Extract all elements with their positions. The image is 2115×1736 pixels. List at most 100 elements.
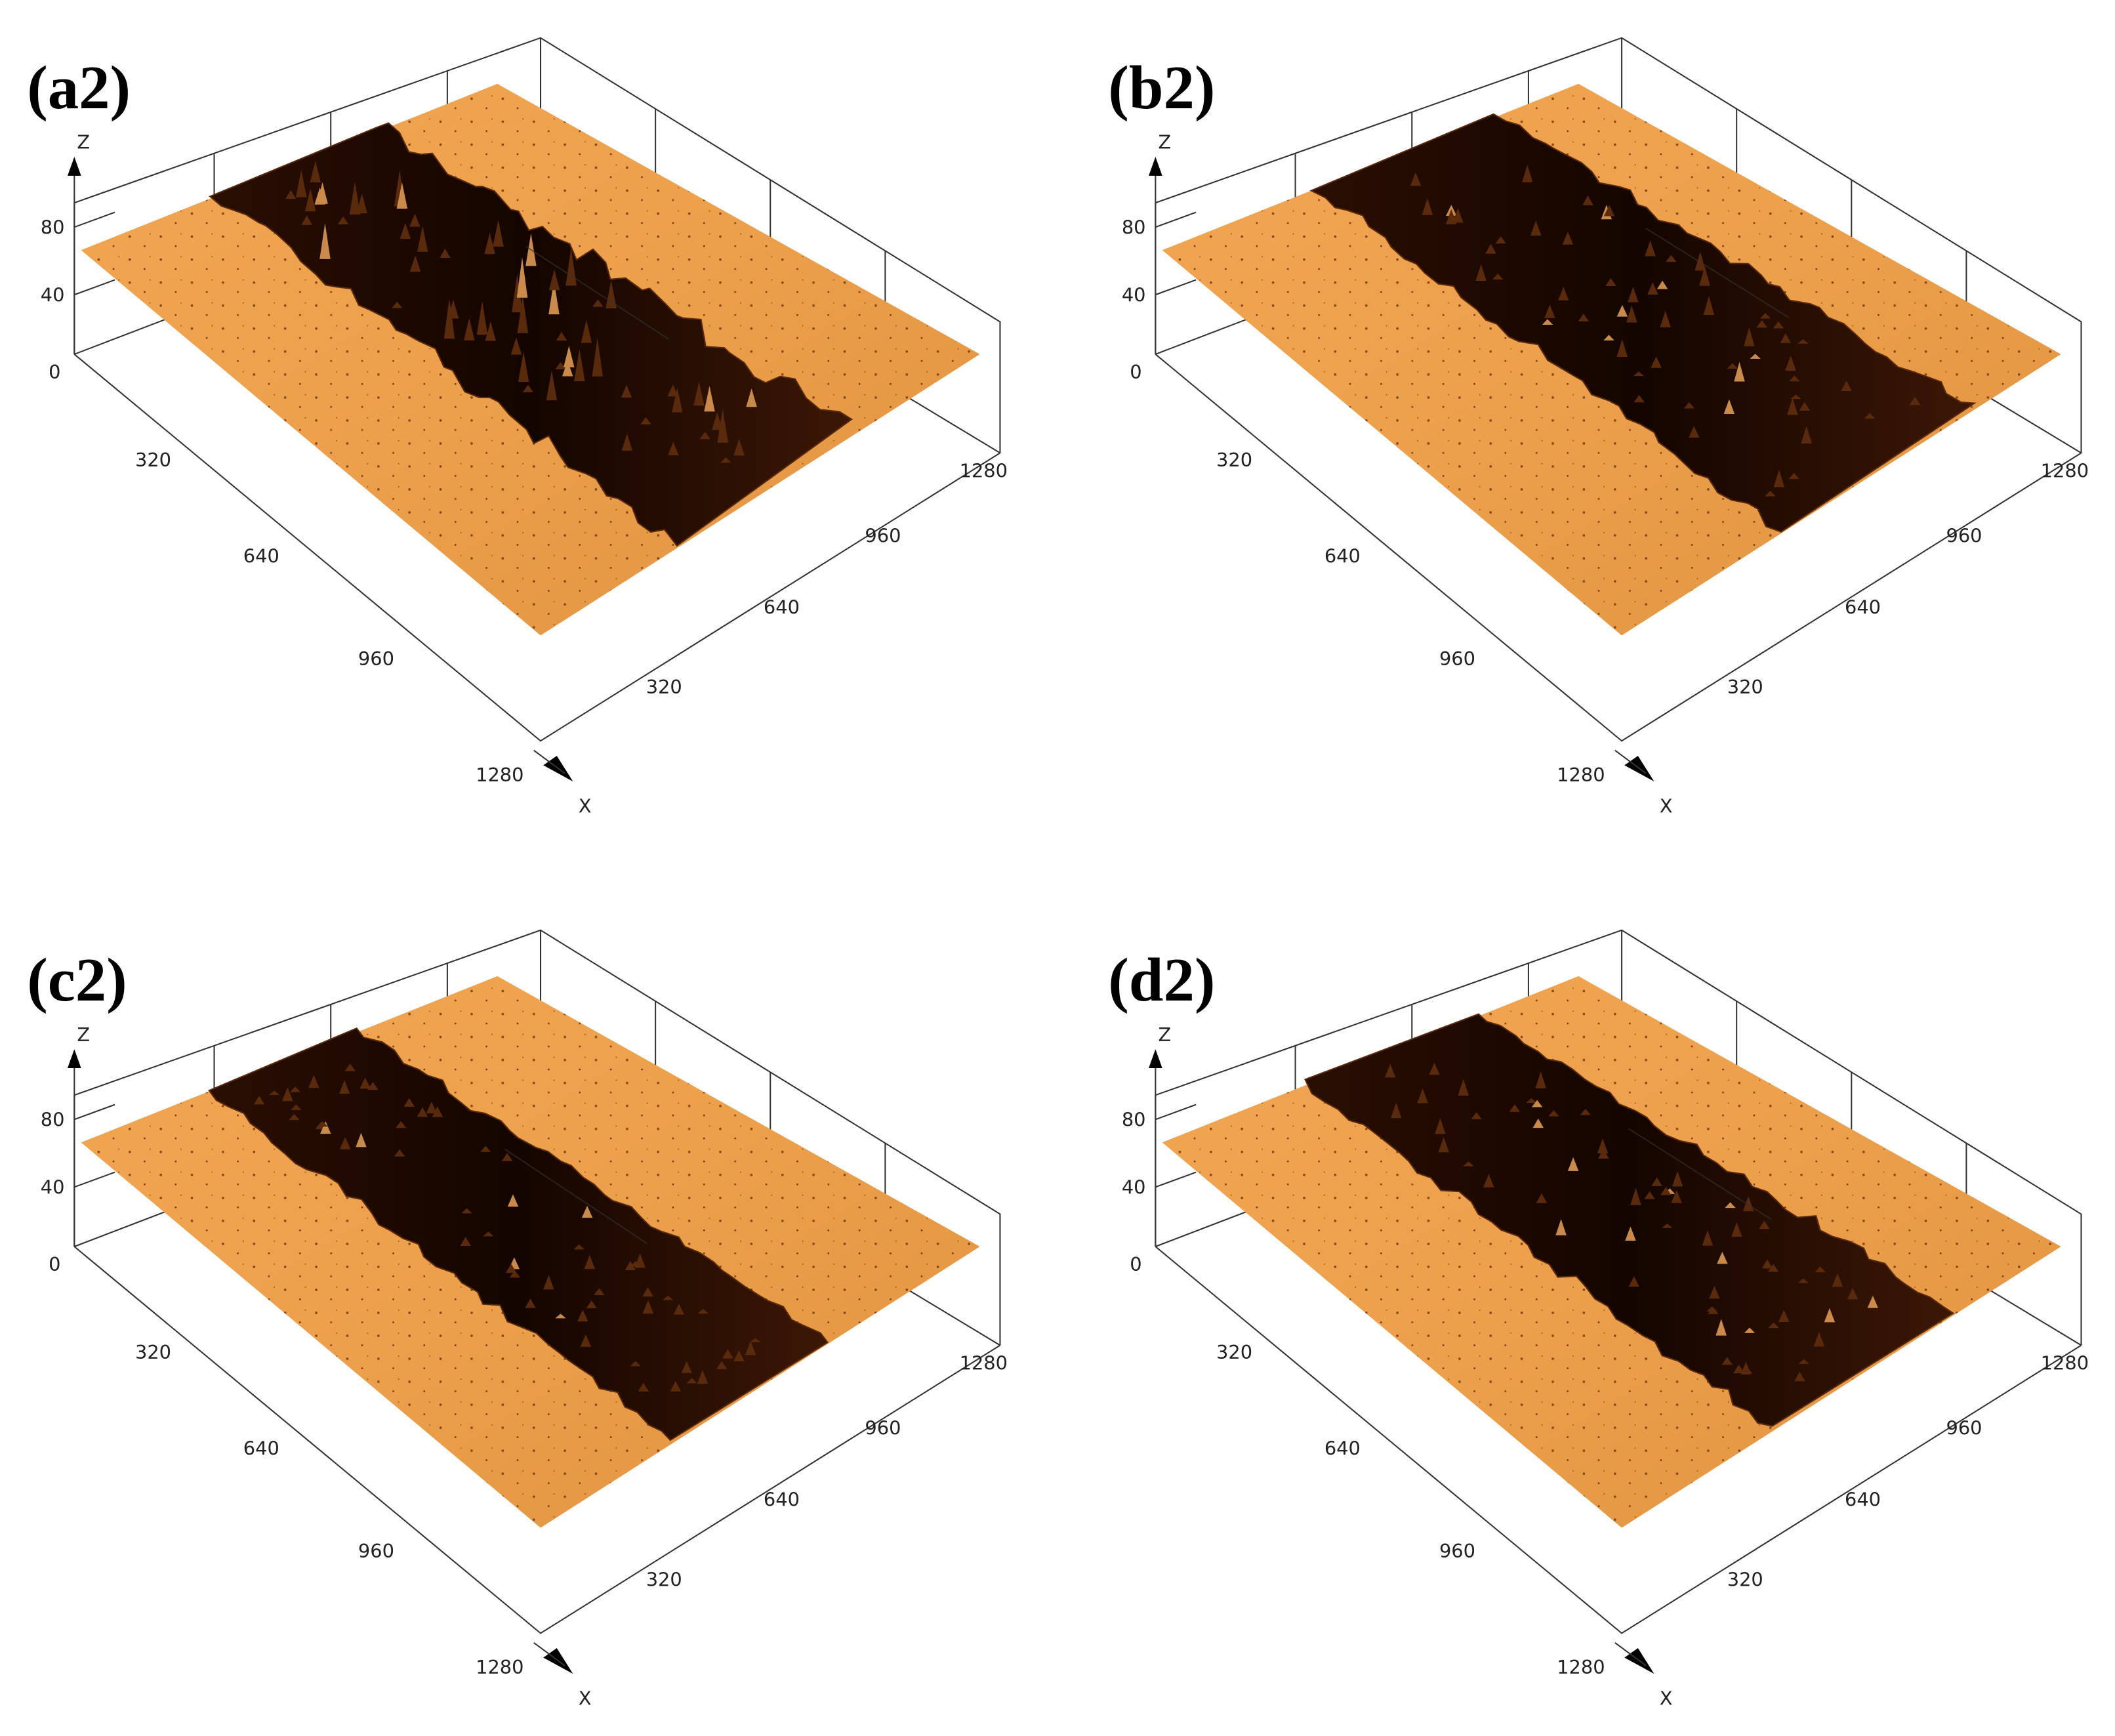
surface-peak [1721,1357,1733,1365]
surface-peak [1867,1295,1879,1308]
surface-peak [1483,1174,1494,1188]
wear-track [1304,1013,1955,1427]
surface-peak [1558,287,1569,300]
surface-peak [1384,1064,1396,1078]
surface-peak [1526,1098,1537,1103]
z-tick-label: 80 [1122,217,1146,239]
x-axis-label: X [1660,1687,1673,1710]
surface-peak [483,1231,494,1237]
z-arrow [1149,157,1162,176]
surface-peak [712,412,723,430]
panel-label: (a2) [27,54,131,122]
surface-peak [1797,1278,1809,1283]
z-tick-label: 40 [41,1176,65,1199]
surface-peak [1536,1193,1548,1203]
surface-peak [546,370,558,401]
surface-peak [1475,264,1487,281]
wear-track [208,1027,829,1441]
surface-peak [1734,362,1745,382]
surface-peak [394,1149,405,1157]
surface-peak [1492,273,1504,279]
surface-peak [320,1121,331,1134]
z-tick-label: 0 [49,361,60,383]
x-axis [533,1642,565,1666]
surface-peak [1709,1285,1720,1299]
surface-peak [1463,1161,1474,1167]
surface-peak [704,386,715,412]
z-grid-line [73,279,115,296]
surface-peak [1555,1218,1567,1235]
surface-peak [1788,472,1799,480]
right-tick-label: 960 [1946,524,1982,547]
surface-peak [417,226,428,252]
surface-peak [417,1107,428,1117]
surface-peak [565,248,577,286]
surface-peak [1723,399,1735,415]
right-tick-label: 960 [865,1416,901,1439]
surface-peak [392,301,403,308]
left-tick-label: 320 [1216,449,1252,471]
surface-peak [555,1313,566,1319]
surface-peak [510,337,522,355]
surface-peak [1645,240,1656,257]
z-tick-label: 80 [41,217,65,239]
left-tick-label: 960 [1439,648,1475,670]
surface-peak [750,1338,761,1342]
panel: Z X 80 40 0 320 640 960 1280 320 640 960 1280 (b2) [1108,37,2089,817]
left-tick-label: 640 [1324,1437,1361,1459]
panel: Z X 80 40 0 320 640 960 1280 320 640 960 1280 (d2) [1108,929,2089,1710]
surface-peak [1628,287,1639,302]
right-tick-label: 320 [646,1568,682,1590]
surface-peak [1699,266,1710,286]
surface-peak [673,1304,685,1315]
surface-peak [295,170,307,197]
surface-peak [1832,1273,1843,1287]
surface-peak [1790,394,1801,400]
right-tick-label: 640 [764,596,800,619]
surface-peak [1731,1222,1742,1237]
left-tick-label: 1280 [476,1656,524,1678]
surface-peak [1598,1148,1609,1159]
surface-peak [1740,1361,1752,1374]
surface-peak [268,1090,280,1095]
surface-peak [304,188,316,212]
surface-peak [1733,1364,1744,1374]
surface-peak [359,1077,371,1089]
surface-peak [1633,394,1645,403]
surface-peak [548,280,560,315]
surface-peak [733,1350,745,1361]
surface-peak [409,255,421,272]
right-tick-label: 1280 [2041,1352,2089,1374]
ridge-highlight [1628,1128,1772,1220]
surface-peak [592,338,603,377]
surface-peak [1542,319,1553,325]
panel: Z X 80 40 0 320 640 960 1280 320 640 960 1280 (a2) [27,37,1008,817]
surface-peak [285,190,297,199]
surface-peak [1671,1189,1682,1203]
surface-peak [507,1194,519,1207]
surface-peak [581,320,592,343]
surface-peak [310,161,321,182]
surface-peak [409,213,421,227]
surface-peak [1789,375,1800,382]
surface-peak [1787,398,1798,415]
box-edge [73,354,1000,742]
surface-peak [337,216,349,224]
surface-peak [1651,356,1662,368]
surface-peak [1417,1088,1428,1104]
z-tick-label: 40 [41,284,65,306]
wear-track [209,122,853,547]
surface-peak [282,1087,293,1102]
surface-peak [686,1378,697,1384]
left-tick-label: 1280 [476,764,524,786]
surface-peak [573,1244,585,1250]
surface-peak [485,321,497,341]
surface-peak [720,457,731,463]
surface-peak [584,1254,596,1270]
surface-peak [722,1349,733,1359]
surface-peak [432,1106,443,1117]
surface-peak [1767,1264,1779,1272]
right-tick-label: 640 [764,1489,800,1511]
surface-peak [395,1121,407,1128]
surface-peak [625,1261,636,1271]
